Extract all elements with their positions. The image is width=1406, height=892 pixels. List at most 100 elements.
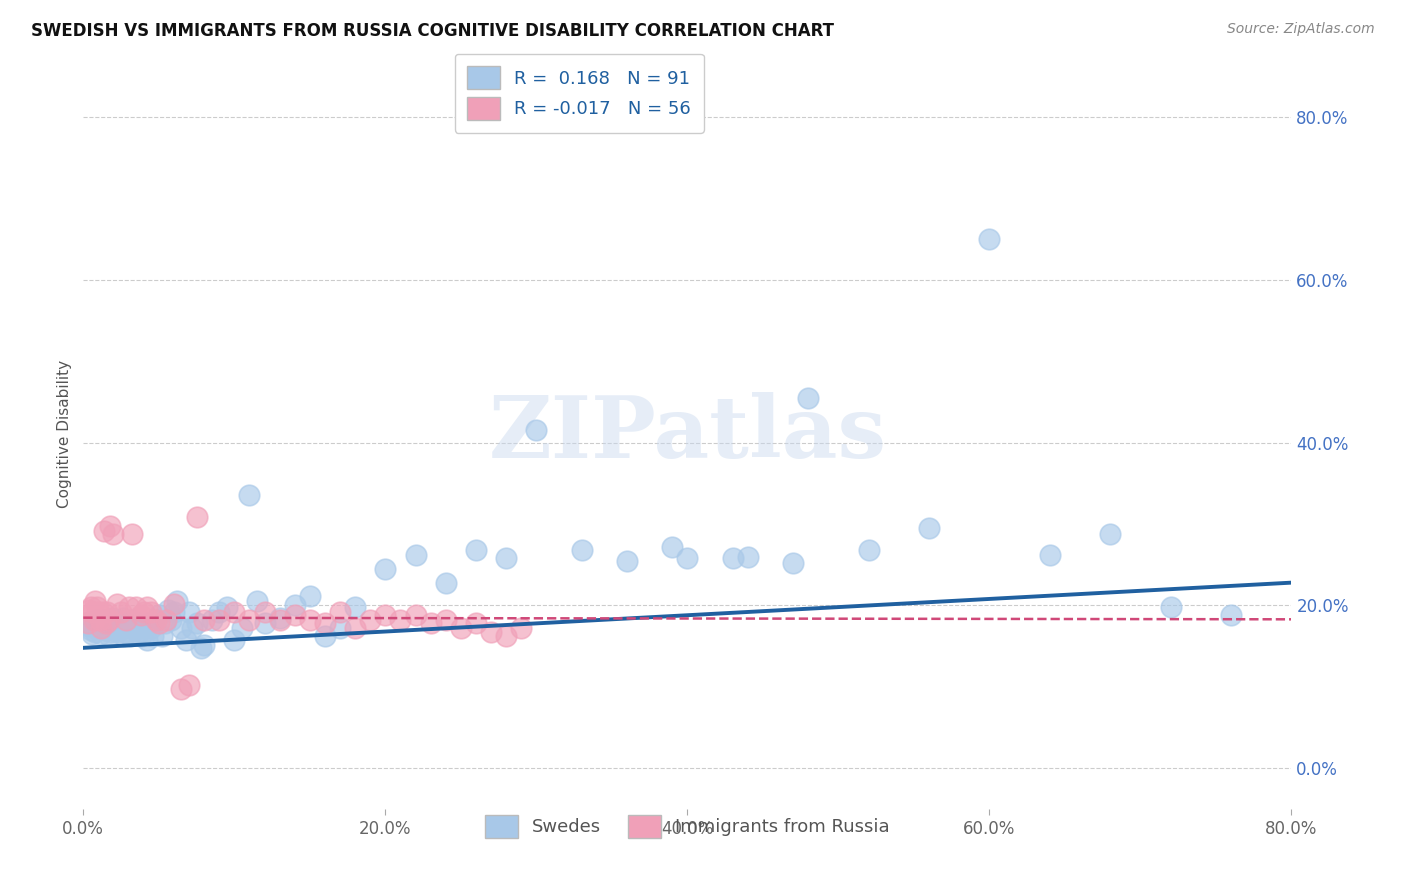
Point	[89, 613, 111, 627]
Point	[314, 616, 336, 631]
Point	[135, 600, 157, 615]
Point	[97, 629, 120, 643]
Point	[83, 619, 105, 633]
Point	[231, 621, 253, 635]
Point	[148, 608, 170, 623]
Point	[112, 629, 135, 643]
Point	[129, 608, 152, 623]
Point	[96, 605, 118, 619]
Point	[76, 615, 98, 629]
Point	[120, 629, 142, 643]
Point	[91, 605, 114, 619]
Point	[93, 524, 115, 538]
Point	[145, 613, 167, 627]
Point	[359, 613, 381, 627]
Point	[141, 621, 163, 635]
Point	[405, 548, 427, 562]
Point	[1039, 548, 1062, 562]
Point	[253, 616, 276, 631]
Text: ZIPatlas: ZIPatlas	[488, 392, 886, 476]
Point	[105, 597, 128, 611]
Point	[238, 488, 260, 502]
Point	[86, 600, 108, 615]
Point	[193, 613, 215, 627]
Point	[374, 608, 396, 623]
Point	[253, 605, 276, 619]
Point	[122, 619, 145, 633]
Point	[110, 605, 132, 619]
Point	[163, 597, 186, 611]
Point	[129, 629, 152, 643]
Point	[105, 624, 128, 639]
Point	[114, 613, 136, 627]
Point	[111, 610, 134, 624]
Point	[135, 632, 157, 647]
Point	[96, 619, 118, 633]
Point	[121, 526, 143, 541]
Point	[97, 613, 120, 627]
Point	[103, 526, 125, 541]
Point	[100, 518, 122, 533]
Point	[193, 638, 215, 652]
Point	[145, 613, 167, 627]
Point	[100, 624, 122, 639]
Point	[419, 616, 441, 631]
Point	[405, 608, 427, 623]
Point	[224, 605, 246, 619]
Point	[186, 616, 208, 631]
Point	[117, 615, 139, 629]
Point	[797, 391, 820, 405]
Point	[284, 608, 307, 623]
Point	[979, 232, 1001, 246]
Point	[676, 551, 699, 566]
Point	[1220, 608, 1243, 623]
Point	[721, 551, 744, 566]
Point	[115, 619, 138, 633]
Point	[108, 623, 131, 637]
Point	[86, 613, 108, 627]
Point	[89, 621, 111, 635]
Point	[434, 613, 457, 627]
Point	[132, 605, 155, 619]
Point	[104, 616, 127, 631]
Point	[148, 616, 170, 631]
Point	[524, 423, 547, 437]
Point	[298, 613, 321, 627]
Point	[107, 613, 129, 627]
Point	[82, 605, 104, 619]
Point	[141, 605, 163, 619]
Y-axis label: Cognitive Disability: Cognitive Disability	[58, 360, 72, 508]
Point	[110, 619, 132, 633]
Point	[76, 616, 98, 631]
Point	[314, 629, 336, 643]
Point	[80, 600, 103, 615]
Point	[82, 627, 104, 641]
Point	[329, 621, 352, 635]
Point	[79, 602, 101, 616]
Point	[153, 616, 176, 631]
Point	[80, 623, 103, 637]
Point	[269, 613, 291, 627]
Point	[344, 621, 367, 635]
Point	[117, 600, 139, 615]
Point	[177, 678, 200, 692]
Point	[84, 624, 107, 639]
Point	[465, 543, 488, 558]
Point	[160, 613, 183, 627]
Point	[246, 594, 269, 608]
Point	[94, 623, 117, 637]
Point	[93, 613, 115, 627]
Point	[1160, 600, 1182, 615]
Point	[156, 602, 179, 616]
Point	[177, 605, 200, 619]
Point	[190, 640, 212, 655]
Point	[114, 624, 136, 639]
Point	[103, 621, 125, 635]
Point	[186, 510, 208, 524]
Point	[128, 624, 150, 639]
Point	[121, 613, 143, 627]
Point	[495, 551, 517, 566]
Point	[84, 594, 107, 608]
Point	[125, 600, 148, 615]
Point	[215, 600, 238, 615]
